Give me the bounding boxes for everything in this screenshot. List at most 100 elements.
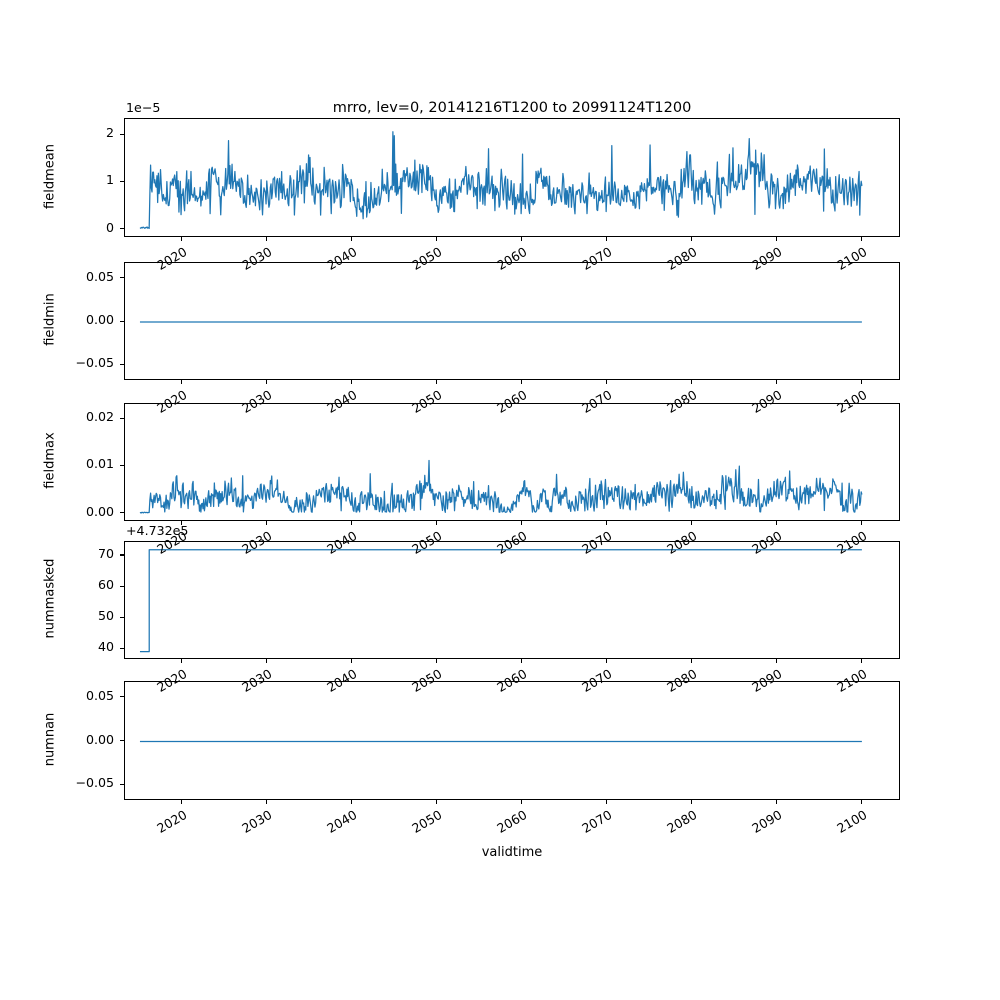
y-tick-label: 70: [97, 545, 114, 561]
x-tick-mark: [266, 659, 268, 663]
x-tick-mark: [861, 521, 863, 525]
y-tick-mark: [120, 512, 124, 514]
series-fieldmax: [139, 459, 863, 514]
x-tick-mark: [436, 659, 438, 663]
figure-title: mrro, lev=0, 20141216T1200 to 20991124T1…: [332, 100, 692, 116]
panel-nummasked: [124, 541, 900, 659]
data-line-fieldmean: [139, 131, 863, 229]
x-tick-mark: [436, 521, 438, 525]
y-tick-mark: [120, 554, 124, 556]
x-tick-mark: [776, 521, 778, 525]
x-tick-label: 2020: [154, 807, 190, 837]
x-tick-mark: [691, 237, 693, 241]
series-nummasked: [139, 549, 862, 653]
x-tick-mark: [776, 800, 778, 804]
x-tick-mark: [181, 380, 183, 384]
series-fieldmean: [139, 131, 863, 229]
x-tick-mark: [181, 237, 183, 241]
y-tick-label: 0: [105, 219, 114, 235]
x-tick-mark: [861, 659, 863, 663]
x-tick-mark: [436, 237, 438, 241]
x-tick-mark: [861, 800, 863, 804]
y-tick-mark: [120, 180, 124, 183]
y-tick-mark: [120, 417, 124, 419]
x-axis-label: validtime: [481, 845, 543, 860]
y-tick-mark: [120, 464, 124, 466]
x-tick-mark: [351, 521, 353, 525]
y-axis-offset-nummasked: +4.732e5: [126, 523, 189, 538]
x-tick-mark: [776, 237, 778, 241]
y-tick-label: 2: [105, 125, 114, 141]
y-tick-mark: [120, 647, 124, 649]
panel-numnan: [124, 681, 900, 800]
x-tick-mark: [351, 800, 353, 804]
x-tick-label: 2060: [493, 807, 530, 837]
y-tick-label: 1: [105, 172, 114, 188]
x-tick-mark: [691, 659, 693, 663]
x-tick-mark: [436, 800, 438, 804]
y-tick-label: 0.00: [85, 503, 114, 519]
panel-fieldmean: [124, 118, 900, 237]
x-tick-label: 2070: [578, 807, 615, 837]
x-tick-mark: [606, 521, 608, 525]
x-tick-mark: [266, 521, 268, 525]
x-tick-mark: [691, 380, 693, 384]
y-tick-mark: [120, 277, 124, 279]
x-tick-mark: [266, 237, 268, 241]
panel-fieldmin: [124, 262, 900, 380]
y-tick-label: 0.05: [85, 687, 114, 703]
y-tick-mark: [120, 740, 124, 742]
y-tick-label: 0.02: [85, 409, 114, 425]
y-tick-label: 60: [97, 577, 114, 593]
y-tick-mark: [120, 363, 124, 365]
x-tick-mark: [181, 521, 183, 525]
x-tick-mark: [606, 237, 608, 241]
x-tick-mark: [606, 380, 608, 384]
x-tick-mark: [776, 659, 778, 663]
y-tick-mark: [120, 585, 124, 587]
y-axis-label-nummasked: nummasked: [42, 558, 58, 639]
y-tick-mark: [120, 783, 124, 785]
x-tick-label: 2100: [833, 807, 870, 837]
x-tick-mark: [351, 237, 353, 241]
x-tick-label: 2030: [239, 807, 275, 837]
x-tick-mark: [436, 380, 438, 384]
y-tick-label: 0.01: [85, 456, 114, 472]
data-line-nummasked: [139, 549, 862, 653]
x-tick-mark: [861, 380, 863, 384]
y-tick-label: 50: [97, 608, 114, 624]
x-tick-mark: [861, 237, 863, 241]
y-tick-mark: [120, 228, 124, 230]
x-tick-mark: [521, 237, 523, 241]
y-tick-label: −0.05: [75, 775, 114, 791]
y-tick-label: 0.05: [85, 268, 114, 284]
series-fieldmin: [139, 321, 862, 323]
x-tick-mark: [181, 800, 183, 804]
x-tick-mark: [521, 659, 523, 663]
panel-fieldmax: [124, 403, 900, 521]
x-tick-mark: [776, 380, 778, 384]
x-tick-label: 2050: [408, 807, 445, 837]
x-tick-mark: [521, 800, 523, 804]
x-tick-mark: [606, 659, 608, 663]
x-tick-mark: [521, 380, 523, 384]
x-tick-label: 2040: [324, 807, 360, 837]
x-tick-mark: [266, 800, 268, 804]
x-tick-mark: [691, 521, 693, 525]
x-tick-mark: [521, 521, 523, 525]
y-tick-label: 40: [97, 639, 114, 655]
data-line-fieldmax: [139, 459, 863, 514]
y-tick-label: 0.00: [85, 312, 114, 327]
y-tick-mark: [120, 320, 124, 322]
x-tick-label: 2080: [663, 807, 700, 837]
x-tick-mark: [351, 659, 353, 663]
x-tick-mark: [691, 800, 693, 804]
y-axis-offset-fieldmean: 1e−5: [126, 100, 161, 115]
x-tick-label: 2090: [748, 807, 785, 837]
x-tick-mark: [606, 800, 608, 804]
x-tick-mark: [351, 380, 353, 384]
x-tick-mark: [266, 380, 268, 384]
y-tick-mark: [120, 133, 124, 136]
y-tick-mark: [120, 696, 124, 698]
